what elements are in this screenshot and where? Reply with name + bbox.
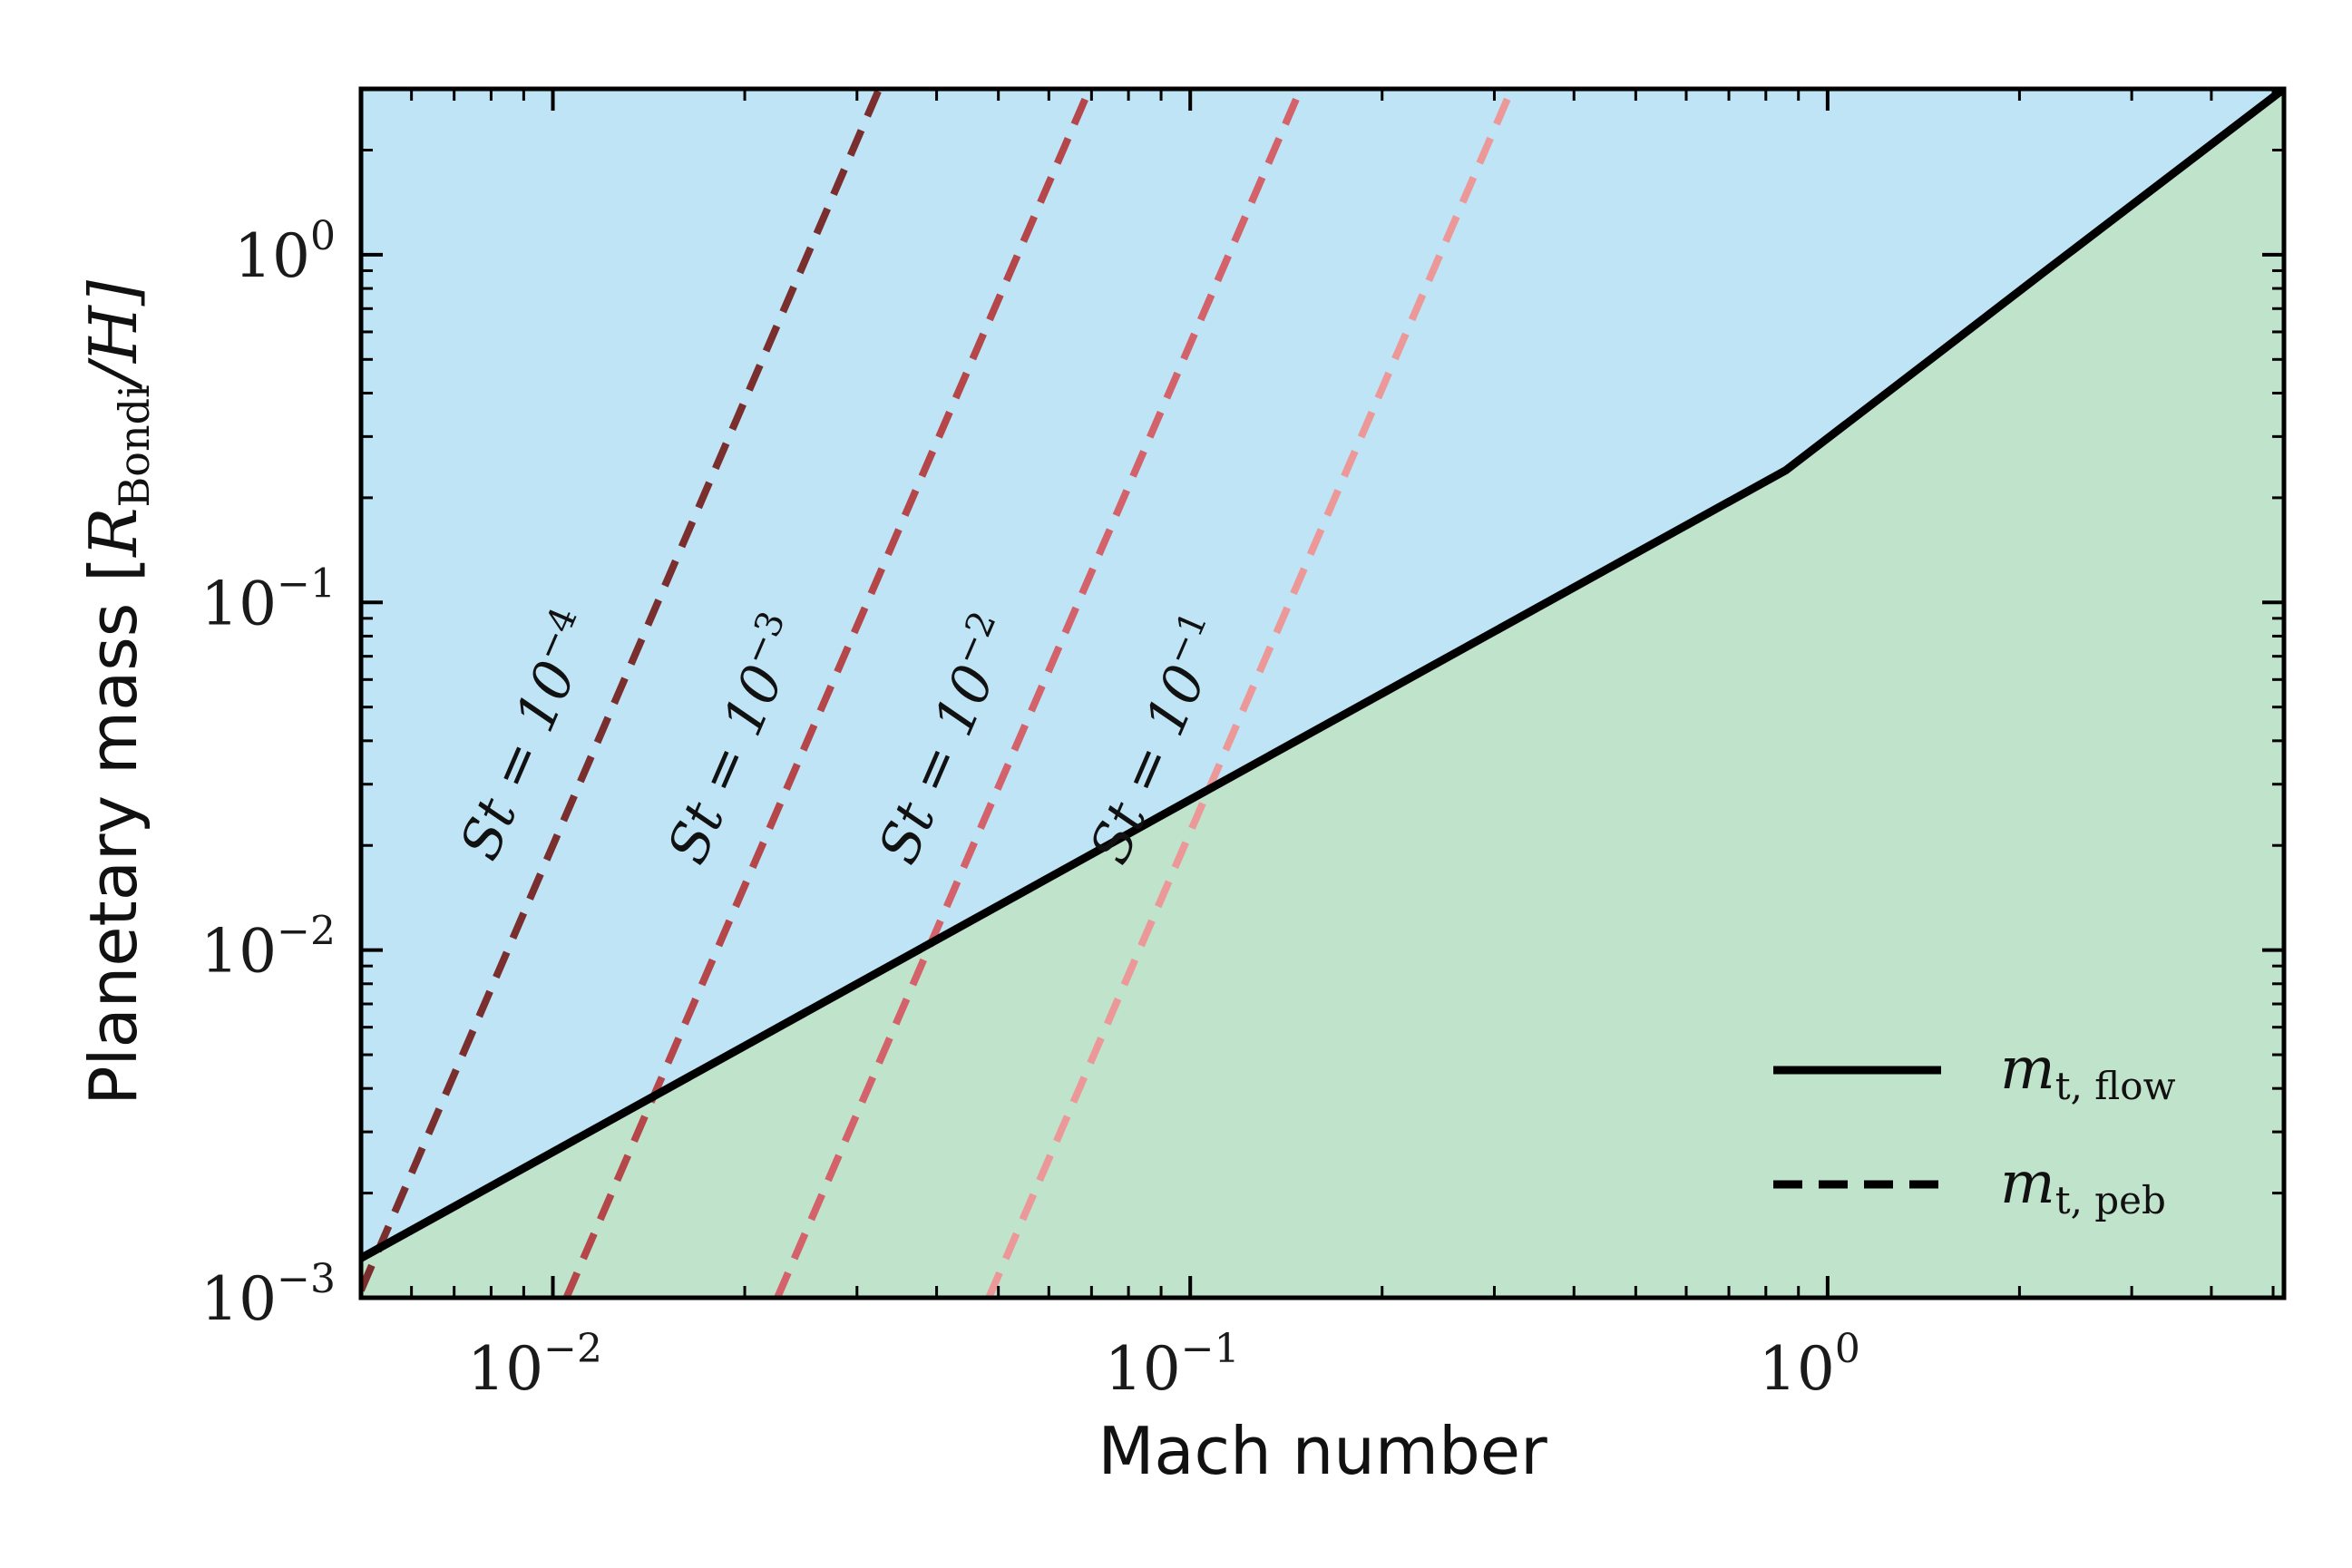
y-axis-label-subscript: Bondi (110, 385, 159, 507)
y-axis-label-suffix: /H] (75, 279, 151, 390)
x-tick-label: 10−1 (1105, 1326, 1240, 1404)
x-tick-labels: 10−2 10−1 100 (467, 1326, 1860, 1404)
y-axis-label-prefix: Planetary mass [ (75, 557, 151, 1105)
y-tick-label: 10−1 (200, 560, 336, 638)
x-tick-label: 10−2 (467, 1326, 602, 1404)
y-axis-label-symbol: R (75, 508, 151, 559)
x-axis-label: Mach number (1098, 1413, 1547, 1489)
y-tick-label: 10−2 (200, 909, 336, 987)
flow-threshold-line (361, 89, 2284, 1262)
y-tick-labels: 10−3 10−2 10−1 100 (200, 213, 336, 1334)
pebble-line-st-4 (985, 89, 1516, 1298)
pebble-line-st-3 (774, 89, 1304, 1298)
pebble-line-st-1 (361, 89, 883, 1292)
y-axis-label: Planetary mass [RBondi/H] (75, 279, 159, 1105)
x-tick-label: 100 (1759, 1326, 1860, 1404)
y-tick-label: 100 (234, 213, 336, 291)
legend-peb-subscript: t, peb (2055, 1178, 2166, 1222)
legend-entry-flow: mt, flow (2000, 1036, 2176, 1108)
plot-frame (358, 86, 2287, 1300)
legend-entry-peb: mt, peb (2000, 1150, 2166, 1222)
legend: mt, flow mt, peb (1773, 1036, 2176, 1222)
y-tick-label: 10−3 (200, 1256, 336, 1334)
legend-flow-symbol: m (2000, 1036, 2055, 1103)
legend-flow-subscript: t, flow (2055, 1064, 2176, 1108)
plot-area: St = 10−4St = 10−3St = 10−2St = 10−1 (358, 86, 2287, 1300)
legend-peb-symbol: m (2000, 1150, 2055, 1217)
region-above-flow-threshold (361, 89, 2284, 1259)
